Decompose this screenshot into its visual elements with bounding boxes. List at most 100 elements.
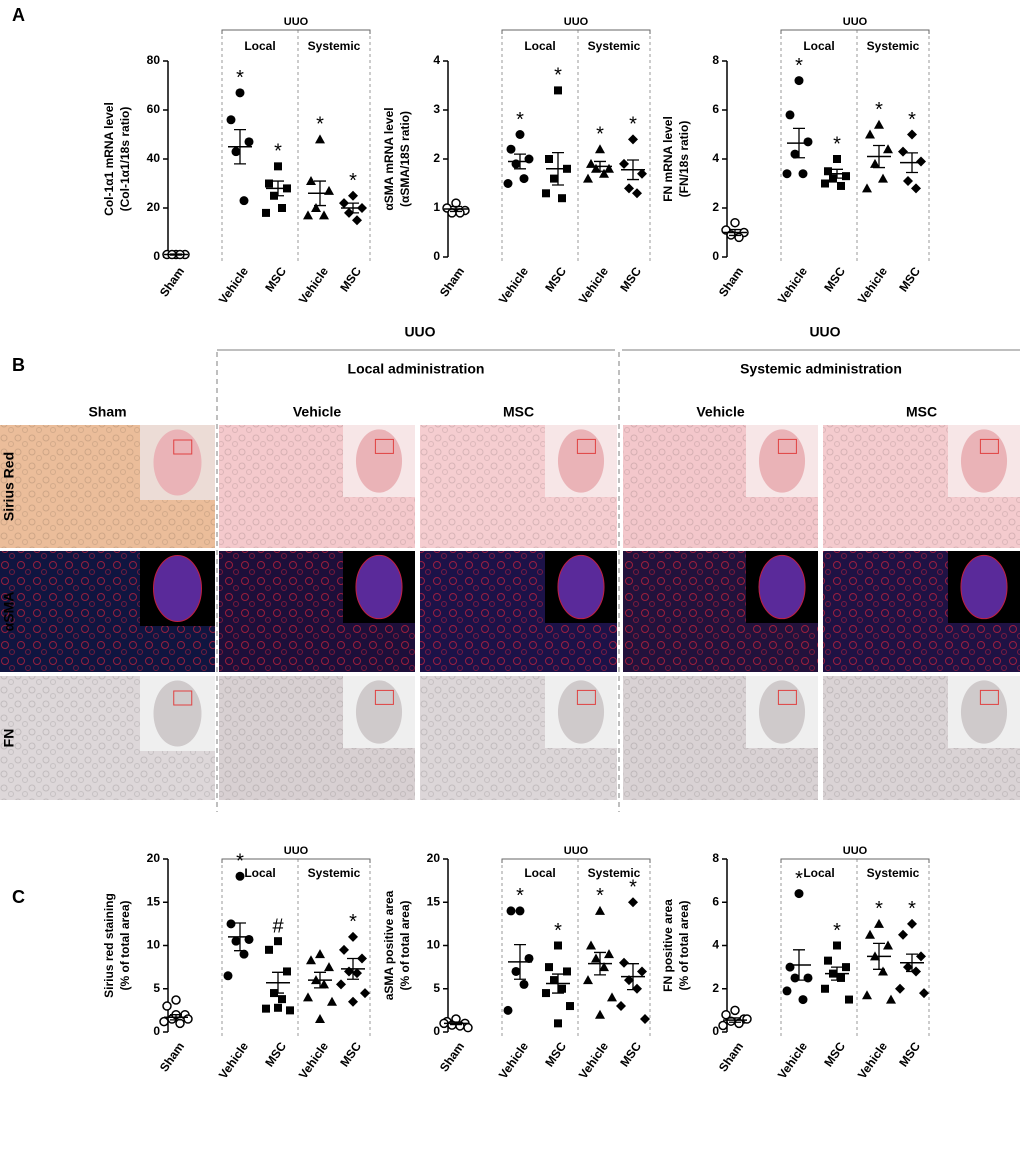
x-tick-label: Vehicle [496, 264, 531, 306]
point [235, 871, 245, 881]
point [845, 995, 853, 1004]
inset-kidney [557, 429, 605, 493]
point [842, 172, 850, 181]
significance: * [908, 109, 916, 131]
point [278, 995, 286, 1004]
sem-bar [831, 966, 843, 981]
point [315, 134, 325, 144]
y-tick-label: 6 [712, 894, 719, 908]
y-tick-label: 15 [147, 894, 161, 908]
point [874, 119, 884, 129]
y-axis-label: aSMA positive area [382, 890, 396, 1000]
uuo-bracket [221, 858, 371, 863]
subgroup-label: Local [524, 39, 555, 53]
point [604, 163, 614, 173]
sem-bar [514, 153, 526, 170]
point [734, 1018, 744, 1029]
significance: * [236, 851, 244, 873]
point [348, 931, 358, 942]
y-axis-label: (Col-1α1/18s ratio) [118, 107, 132, 212]
roi-box [576, 438, 596, 454]
roi-box [173, 439, 193, 455]
point [591, 163, 601, 173]
point [790, 149, 800, 159]
point [599, 168, 609, 178]
admin-label: Systemic administration [740, 361, 902, 377]
y-tick-label: 0 [153, 1024, 160, 1038]
point [619, 158, 629, 169]
y-axis-label: Sirius red staining [102, 893, 116, 998]
significance: * [554, 920, 562, 942]
sem-bar [729, 228, 741, 237]
y-tick-label: 20 [427, 851, 441, 865]
point [352, 215, 362, 226]
point [519, 979, 529, 989]
point [803, 973, 813, 983]
significance: * [795, 868, 803, 890]
y-axis-label: (FN/18s ratio) [677, 121, 691, 198]
point [223, 971, 233, 981]
point [842, 963, 850, 972]
y-axis-label: αSMA mRNA level [382, 107, 396, 210]
point [554, 941, 562, 950]
inset-kidney [758, 680, 806, 744]
point [870, 158, 880, 168]
point [886, 994, 896, 1004]
sem-bar [627, 159, 639, 181]
point [563, 967, 571, 976]
x-tick-label: Vehicle [775, 264, 810, 306]
point [785, 110, 795, 120]
point [883, 144, 893, 154]
point [833, 941, 841, 950]
inset-kidney [758, 429, 806, 493]
x-tick-label: Vehicle [855, 264, 890, 306]
significance: * [349, 911, 357, 933]
y-axis-label: (% of total area) [398, 900, 412, 990]
point [226, 115, 236, 125]
significance: * [795, 55, 803, 77]
point [278, 204, 286, 212]
significance: * [516, 885, 524, 907]
significance: * [236, 67, 244, 89]
point [463, 1022, 473, 1033]
column-label: MSC [503, 404, 534, 420]
point [730, 217, 740, 228]
inset-kidney [557, 554, 605, 620]
significance: * [349, 170, 357, 192]
y-tick-label: 60 [147, 102, 161, 116]
point [506, 144, 516, 154]
point [616, 1001, 626, 1012]
group-label: UUO [843, 845, 868, 857]
point [907, 129, 917, 140]
x-tick-label: Sham [716, 1040, 746, 1075]
significance: * [875, 898, 883, 920]
point [619, 957, 629, 968]
point [239, 949, 249, 959]
point [862, 990, 872, 1000]
point [637, 966, 647, 977]
x-tick-label: Vehicle [496, 1039, 531, 1081]
sem-bar [793, 949, 805, 981]
significance: * [629, 877, 637, 899]
sem-bar [873, 144, 885, 169]
roi-box [979, 689, 999, 705]
point [558, 194, 566, 203]
point [586, 940, 596, 950]
y-tick-label: 4 [712, 938, 719, 952]
point [632, 983, 642, 994]
y-tick-label: 1 [433, 200, 440, 214]
significance: * [833, 133, 841, 155]
point [591, 953, 601, 963]
point [550, 174, 558, 183]
y-tick-label: 20 [147, 851, 161, 865]
sem-bar [170, 1014, 182, 1021]
point [883, 940, 893, 950]
subgroup-label: Systemic [308, 39, 361, 53]
point [878, 173, 888, 183]
column-label: Vehicle [696, 404, 744, 420]
sem-bar [594, 951, 606, 976]
x-tick-label: Vehicle [855, 1039, 890, 1081]
point [262, 1004, 270, 1013]
point [262, 208, 270, 217]
y-axis-label: (% of total area) [677, 900, 691, 990]
